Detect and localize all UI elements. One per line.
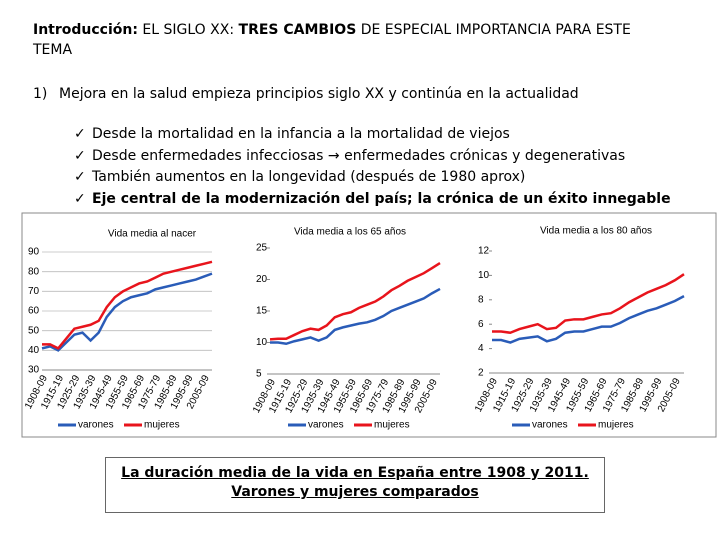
data-line [41, 272, 213, 352]
y-tick-label: 5 [256, 369, 262, 380]
bullet-list: Desde la mortalidad en la infancia a la … [74, 124, 671, 210]
data-line [270, 287, 441, 346]
y-tick-label: 15 [256, 306, 268, 317]
point-text: Mejora en la salud empieza principios si… [59, 86, 579, 102]
slide-title: Introducción: EL SIGLO XX: TRES CAMBIOS … [33, 20, 653, 60]
y-tick-label: 40 [28, 345, 40, 356]
legend-label: varones [532, 420, 568, 431]
y-tick-label: 80 [28, 266, 40, 277]
bullet: Desde enfermedades infecciosas → enferme… [74, 146, 671, 168]
title-part: EL SIGLO XX: [142, 22, 235, 38]
y-tick-label: 10 [256, 337, 268, 348]
y-tick-label: 4 [478, 343, 484, 354]
y-tick-label: 10 [478, 270, 490, 281]
caption: La duración media de la vida en España e… [105, 457, 605, 513]
title-part: Introducción: [33, 22, 138, 38]
bullet: También aumentos en la longevidad (despu… [74, 167, 671, 189]
data-line [269, 262, 441, 341]
chart-frame [21, 212, 717, 438]
point-number: 1) [33, 86, 48, 102]
legend-label: mujeres [374, 420, 410, 431]
y-tick-label: 30 [28, 365, 40, 376]
data-line [492, 273, 685, 335]
legend-label: mujeres [144, 420, 180, 431]
y-tick-label: 8 [478, 294, 484, 305]
caption-line: Varones y mujeres comparados [231, 484, 479, 500]
data-line [42, 260, 213, 350]
title-part: DE ESPECIAL IMPORTANCIA PARA ESTE TEMA [33, 22, 631, 58]
point: 1) Mejora en la salud empieza principios … [33, 86, 579, 102]
y-tick-label: 50 [28, 325, 40, 336]
y-tick-label: 20 [256, 274, 268, 285]
y-tick-label: 70 [28, 286, 40, 297]
y-tick-label: 6 [478, 319, 484, 330]
chart-title: Vida media a los 65 años [294, 227, 406, 238]
data-line [492, 295, 685, 344]
y-tick-label: 60 [28, 306, 40, 317]
bullet: Desde la mortalidad en la infancia a la … [74, 124, 671, 146]
y-tick-label: 90 [28, 247, 40, 258]
y-tick-label: 2 [478, 368, 484, 379]
bullet: Eje central de la modernización del país… [74, 189, 671, 211]
y-tick-label: 25 [256, 243, 268, 254]
legend-label: varones [308, 420, 344, 431]
chart-title: Vida media a los 80 años [540, 226, 652, 237]
caption-line: La duración media de la vida en España e… [121, 465, 589, 481]
title-part: TRES CAMBIOS [238, 22, 357, 38]
legend-label: mujeres [598, 420, 634, 431]
chart-title: Vida media al nacer [108, 229, 197, 240]
legend-label: varones [78, 420, 114, 431]
y-tick-label: 12 [478, 246, 490, 257]
